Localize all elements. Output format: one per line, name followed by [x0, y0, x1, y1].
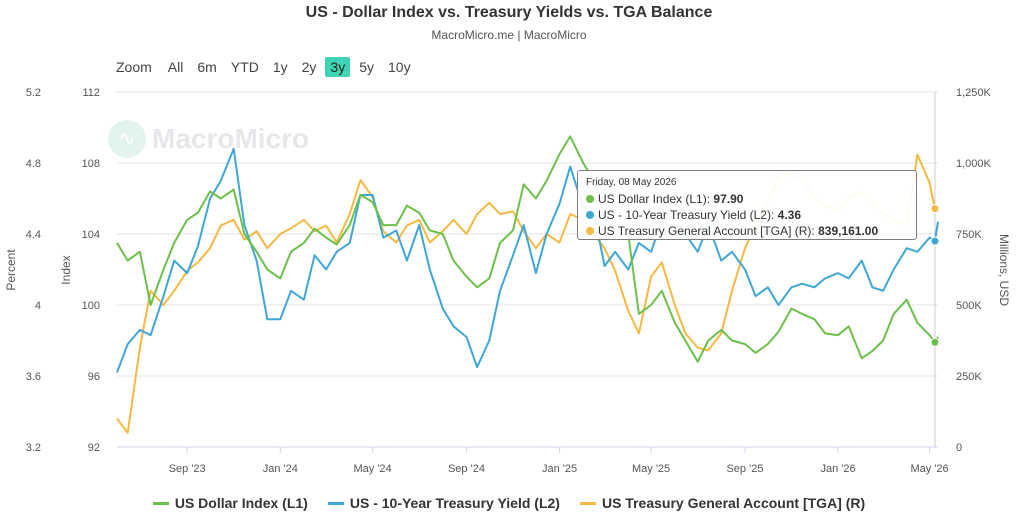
tooltip-value-tga: 839,161.00	[818, 224, 879, 238]
x-tick-label-3: Sep '24	[448, 463, 485, 475]
y-right-tick-3: 750K	[956, 229, 982, 241]
x-tick-label-2: May '24	[354, 463, 392, 475]
range-button-1y[interactable]: 1y	[272, 59, 288, 75]
chart-title: US - Dollar Index vs. Treasury Yields vs…	[305, 4, 713, 21]
legend-label-dxy: US Dollar Index (L1)	[174, 495, 308, 511]
legend-swatch-tga	[579, 501, 596, 505]
marker-yield	[930, 236, 940, 246]
tooltip-label-tga: US Treasury General Account [TGA] (R):	[598, 224, 815, 238]
watermark-text: MacroMicro	[152, 123, 310, 154]
y-right-tick-5: 1,250K	[956, 87, 992, 99]
x-tick-label-6: Sep '25	[726, 463, 763, 475]
x-tick-label-8: May '26	[911, 463, 949, 475]
axes: 92 96 100 104 108 112 3.2 3.6 4 4.4 4.8 5.2 0 250K 500…	[4, 87, 1011, 475]
zoom-label: Zoom	[116, 59, 152, 75]
legend: US Dollar Index (L1) US - 10-Year Treasu…	[0, 495, 1018, 511]
tooltip: Friday, 08 May 2026 US Dollar Index (L1)…	[577, 170, 917, 240]
y-right-tick-0: 0	[956, 442, 962, 454]
legend-label-tga: US Treasury General Account [TGA] (R)	[601, 495, 866, 511]
y-index-tick-0: 92	[88, 442, 100, 454]
watermark: ∿ MacroMicro	[108, 120, 309, 158]
y-percent-tick-3: 4.4	[26, 229, 41, 241]
tooltip-dot-dxy	[586, 195, 594, 203]
x-tick-label-0: Sep '23	[169, 463, 206, 475]
chart-subtitle: MacroMicro.me | MacroMicro	[431, 28, 587, 42]
y-index-axis-title: Index	[59, 255, 73, 284]
y-percent-tick-1: 3.6	[26, 371, 41, 383]
range-selector: Zoom All 6m YTD 1y 2y 3y 5y 10y	[110, 57, 420, 77]
range-button-2y[interactable]: 2y	[301, 59, 317, 75]
y-right-tick-1: 250K	[956, 371, 982, 383]
y-percent-tick-5: 5.2	[26, 87, 41, 99]
tooltip-label-yield: US - 10-Year Treasury Yield (L2):	[598, 208, 775, 222]
tooltip-row-dxy: US Dollar Index (L1): 97.90	[586, 191, 916, 207]
y-percent-tick-4: 4.8	[26, 158, 41, 170]
marker-dxy	[930, 337, 940, 347]
series-line-yield	[116, 147, 939, 373]
y-right-tick-4: 1,000K	[956, 158, 992, 170]
tooltip-dot-yield	[586, 211, 594, 219]
y-percent-tick-2: 4	[35, 300, 41, 312]
tooltip-row-yield: US - 10-Year Treasury Yield (L2): 4.36	[586, 207, 916, 223]
legend-swatch-yield	[327, 501, 344, 505]
tooltip-value-yield: 4.36	[777, 208, 802, 222]
range-button-10y[interactable]: 10y	[388, 59, 411, 75]
x-tick-label-1: Jan '24	[263, 463, 298, 475]
y-index-tick-1: 96	[88, 371, 100, 383]
range-button-6m[interactable]: 6m	[197, 59, 217, 75]
series-markers	[930, 204, 940, 347]
legend-item-dxy[interactable]: US Dollar Index (L1)	[152, 495, 308, 511]
y-percent-tick-0: 3.2	[26, 442, 41, 454]
legend-item-yield[interactable]: US - 10-Year Treasury Yield (L2)	[327, 495, 560, 511]
range-button-3y[interactable]: 3y	[325, 57, 351, 77]
tooltip-dot-tga	[586, 227, 594, 235]
tooltip-date: Friday, 08 May 2026	[586, 177, 677, 188]
y-index-tick-5: 112	[82, 87, 100, 99]
range-button-5y[interactable]: 5y	[359, 59, 374, 75]
y-index-tick-3: 104	[82, 229, 100, 241]
x-tick-label-4: Jan '25	[542, 463, 577, 475]
tooltip-row-tga: US Treasury General Account [TGA] (R): 8…	[586, 223, 916, 239]
range-button-ytd[interactable]: YTD	[230, 59, 259, 75]
tooltip-label-dxy: US Dollar Index (L1):	[598, 192, 711, 206]
x-tick-label-7: Jan '26	[820, 463, 855, 475]
range-button-all[interactable]: All	[167, 59, 184, 75]
legend-label-yield: US - 10-Year Treasury Yield (L2)	[349, 495, 560, 511]
series-line-dxy	[116, 135, 939, 363]
grid-lines	[117, 91, 938, 448]
tooltip-value-dxy: 97.90	[713, 192, 744, 206]
y-percent-axis-title: Percent	[4, 249, 18, 291]
y-right-axis-title: Millions, USD	[997, 234, 1011, 306]
macromicro-logo-icon: ∿	[108, 120, 146, 158]
marker-tga	[930, 204, 940, 214]
y-index-tick-2: 100	[82, 300, 100, 312]
legend-swatch-dxy	[152, 501, 169, 505]
y-index-tick-4: 108	[82, 158, 100, 170]
legend-item-tga[interactable]: US Treasury General Account [TGA] (R)	[579, 495, 866, 511]
x-tick-label-5: May '25	[632, 463, 670, 475]
y-right-tick-2: 500K	[956, 300, 982, 312]
